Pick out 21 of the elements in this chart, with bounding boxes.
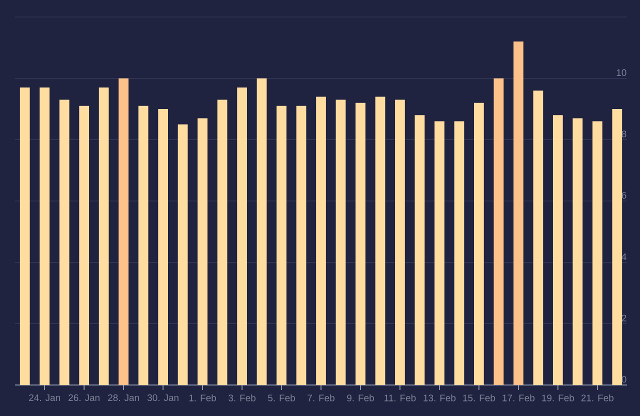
y-tick-label: 10 (616, 69, 626, 76)
x-tick-label: 7. Feb (308, 394, 334, 402)
x-tick-label: 13. Feb (424, 394, 456, 402)
x-tick-label: 26. Jan (68, 394, 100, 402)
x-tick-label: 1. Feb (189, 394, 216, 402)
y-tick-label: 0 (622, 376, 626, 383)
x-tick-label: 17. Feb (502, 394, 535, 402)
x-tick-label: 5. Feb (268, 394, 295, 402)
x-tick-label: 9. Feb (347, 394, 374, 402)
x-tick-label: 28. Jan (108, 394, 139, 402)
x-tick-label: 19. Feb (542, 394, 574, 402)
y-tick-label: 2 (622, 314, 626, 322)
y-tick-label: 4 (622, 253, 626, 260)
x-tick-label: 11. Feb (384, 394, 416, 402)
y-tick-label: 8 (622, 130, 626, 138)
x-tick-label: 3. Feb (228, 394, 256, 402)
x-tick-label: 15. Feb (463, 394, 496, 402)
x-tick-label: 21. Feb (581, 394, 614, 402)
y-tick-label: 6 (622, 192, 626, 199)
x-tick-label: 30. Jan (147, 394, 178, 402)
x-tick-label: 24. Jan (29, 394, 60, 402)
